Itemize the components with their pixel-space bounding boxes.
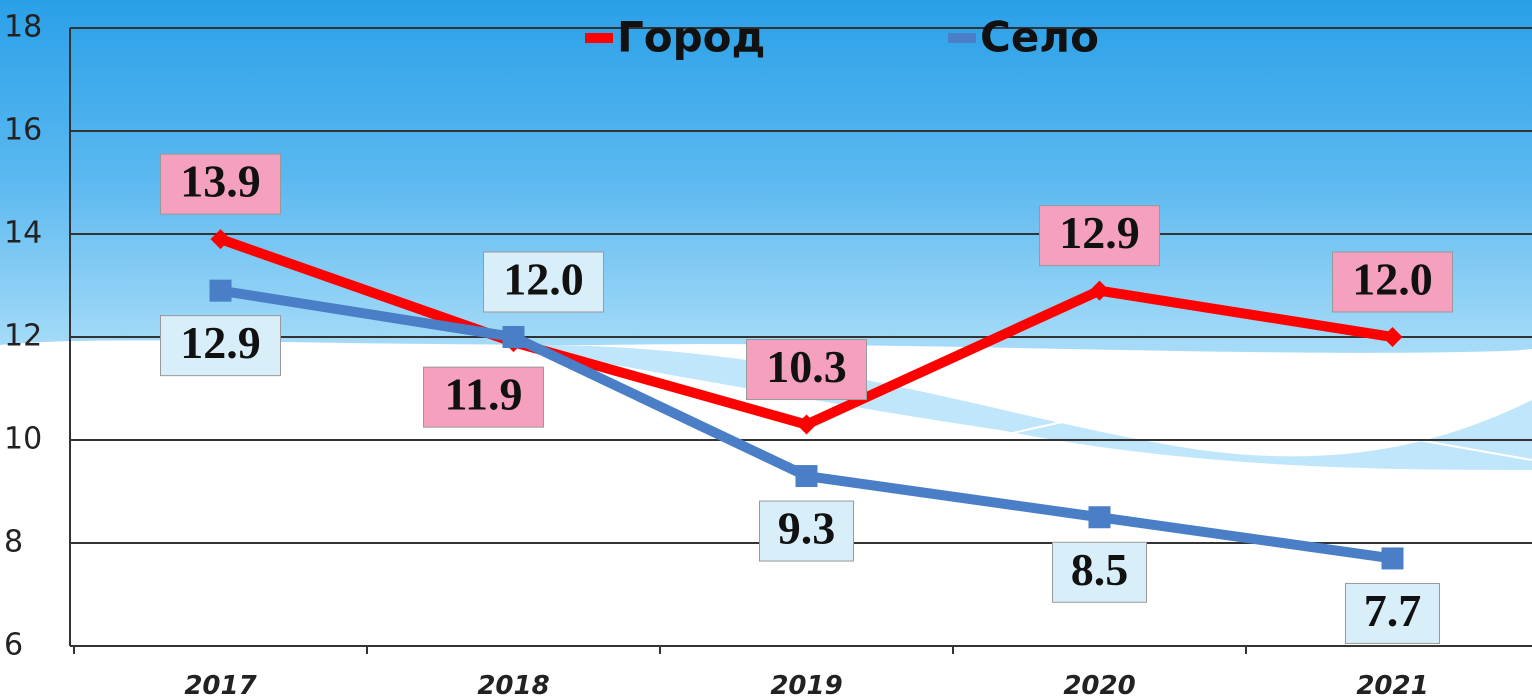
data-label: 12.9 — [1059, 207, 1140, 258]
x-tick-label: 2019 — [770, 671, 842, 698]
data-label-box — [1039, 205, 1160, 267]
data-label: 9.3 — [778, 503, 836, 554]
point — [209, 279, 232, 302]
legend-marker — [948, 33, 976, 43]
y-tick-label: 10 — [4, 422, 42, 457]
point — [1381, 547, 1404, 570]
data-label-box — [423, 366, 544, 428]
x-tick-label: 2021 — [1356, 671, 1428, 698]
x-tick-label: 2017 — [184, 671, 257, 698]
data-label-box — [746, 339, 867, 401]
y-tick-label: 18 — [4, 10, 42, 45]
data-label: 10.3 — [766, 341, 847, 392]
data-label-box — [1052, 541, 1147, 603]
data-label: 12.0 — [1352, 254, 1433, 305]
y-tick-label: 14 — [4, 216, 42, 251]
y-tick-label: 6 — [4, 628, 23, 663]
point — [502, 326, 525, 348]
legend-marker — [585, 33, 613, 43]
y-tick-label: 16 — [4, 113, 42, 148]
point — [795, 465, 818, 488]
point — [1382, 327, 1403, 347]
point — [1088, 506, 1111, 529]
legend-label: Город — [617, 13, 765, 62]
data-label-box — [160, 315, 281, 377]
point — [1089, 280, 1110, 301]
data-label: 13.9 — [180, 156, 261, 207]
data-label: 7.7 — [1364, 585, 1422, 636]
y-tick-label: 8 — [4, 525, 23, 560]
data-label-box — [1332, 251, 1453, 313]
point — [796, 414, 817, 435]
data-label: 8.5 — [1071, 544, 1129, 595]
data-label-box — [483, 251, 604, 313]
x-tick-label: 2020 — [1063, 671, 1135, 698]
data-label-box — [160, 153, 281, 215]
data-label-box — [1345, 582, 1440, 644]
data-label: 12.9 — [180, 317, 261, 368]
point — [210, 229, 231, 250]
y-tick-label: 12 — [4, 319, 42, 354]
x-tick-label: 2018 — [477, 671, 549, 698]
data-label-box — [759, 500, 854, 562]
data-label: 11.9 — [445, 369, 523, 420]
data-label: 12.0 — [503, 254, 584, 305]
legend-label: Село — [980, 13, 1099, 62]
